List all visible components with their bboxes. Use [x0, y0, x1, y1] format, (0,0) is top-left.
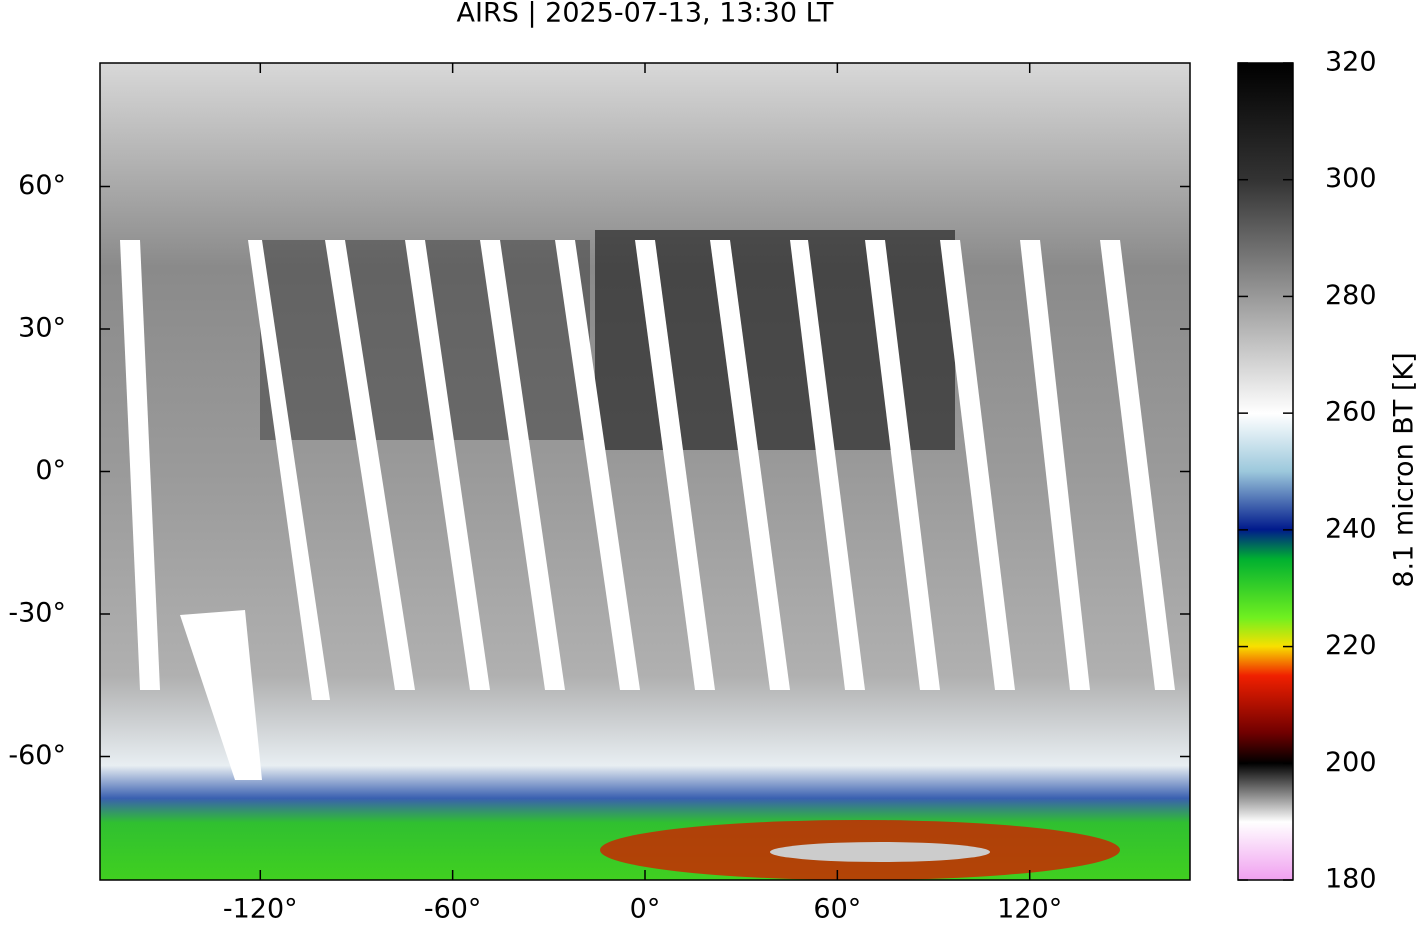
- colorbar-tick-label: 240: [1325, 513, 1377, 544]
- colorbar-tick-label: 180: [1325, 864, 1377, 895]
- y-tick-label: -60°: [8, 740, 66, 771]
- colorbar-tick-label: 280: [1325, 280, 1377, 311]
- x-tick-label: -60°: [424, 894, 482, 925]
- colorbar-tick-label: 300: [1325, 163, 1377, 194]
- x-tick-label: 60°: [813, 894, 861, 925]
- y-tick-label: 0°: [35, 455, 66, 486]
- colorbar-tick-label: 320: [1325, 47, 1377, 78]
- x-tick-label: 0°: [630, 894, 661, 925]
- map-imagery: [100, 63, 1190, 880]
- x-tick-label: -120°: [223, 894, 298, 925]
- colorbar-tick-label: 220: [1325, 630, 1377, 661]
- colorbar-label: 8.1 micron BT [K]: [1389, 352, 1420, 587]
- y-tick-label: -30°: [8, 598, 66, 629]
- y-tick-label: 30°: [18, 313, 66, 344]
- y-tick-label: 60°: [18, 170, 66, 201]
- colorbar-tick-label: 200: [1325, 747, 1377, 778]
- colorbar: [1237, 62, 1294, 881]
- x-tick-label: 120°: [997, 894, 1062, 925]
- chart-title: AIRS | 2025-07-13, 13:30 LT: [457, 0, 834, 29]
- colorbar-tick-label: 260: [1325, 397, 1377, 428]
